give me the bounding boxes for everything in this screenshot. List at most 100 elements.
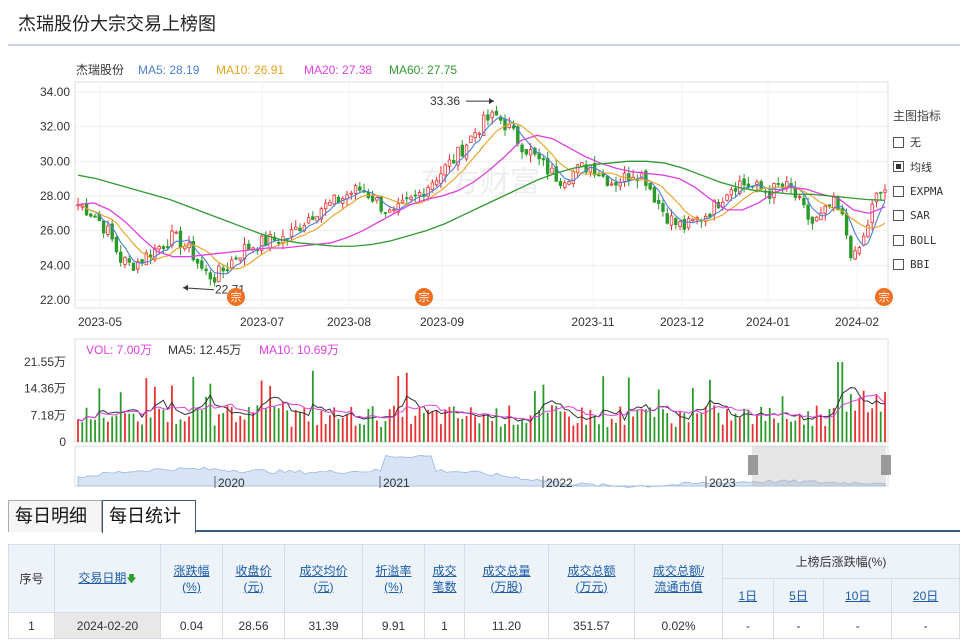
volume-bar [171,385,173,442]
header-volume-line2[interactable]: (万股) [490,579,523,594]
checkbox-none[interactable] [893,136,904,148]
sort-d1-link[interactable]: 1日 [738,588,758,603]
header-premium-line1[interactable]: 折溢率 [375,563,412,578]
volume-bar [884,391,886,442]
volume-bar [371,406,374,442]
header-change-line1[interactable]: 涨跌幅 [173,563,210,578]
header-volume[interactable]: 成交总量 (万股) [464,544,549,613]
tab-daily-stats[interactable]: 每日统计 [102,500,196,534]
checkbox-expma[interactable] [893,185,904,197]
candle-body [349,192,353,195]
header-close[interactable]: 收盘价 (元) [222,544,285,613]
sort-d10-link[interactable]: 10日 [845,588,871,603]
header-amount[interactable]: 成交总额 (万元) [548,544,635,613]
stock-chart[interactable]: 杰瑞股份 MA5: 28.19 MA10: 26.91 MA20: 27.38 MA60… [0,54,893,494]
header-d10[interactable]: 10日 [823,578,893,613]
volume-bar [713,405,716,442]
legend-ma60: MA60: 27.75 [389,63,457,77]
candle-body [481,114,486,136]
candle-body [114,236,119,253]
ma60-line [77,160,886,247]
header-premium[interactable]: 折溢率 (%) [362,544,425,613]
header-d5[interactable]: 5日 [772,578,825,613]
candle-body [883,189,887,193]
volume-bar [162,409,165,442]
tab-daily-detail[interactable]: 每日明细 [8,500,102,532]
volume-bar [615,422,617,442]
candle-body [447,159,452,167]
volume-bar [440,424,442,442]
navigator-x-tick: 2023 [709,476,736,490]
navigator-handle-right[interactable] [881,455,891,475]
candle-body [464,144,469,160]
indicator-sar[interactable]: SAR [893,204,963,229]
volume-series [77,362,886,442]
checkbox-ma[interactable] [893,161,904,173]
checkbox-boll[interactable] [893,234,904,246]
header-close-line2[interactable]: (元) [243,579,264,594]
header-ratio[interactable]: 成交总额/流通市值 [634,544,723,613]
volume-bar [282,402,284,442]
volume-bar [393,405,395,442]
sort-down-icon[interactable]: 🡇 [126,573,137,585]
header-volume-line1[interactable]: 成交总量 [482,563,531,578]
candle-body [541,158,546,161]
indicator-ma[interactable]: 均线 [893,155,963,180]
volume-bar [397,375,400,442]
candle-body [520,144,524,153]
header-close-line1[interactable]: 收盘价 [235,563,272,578]
header-d1[interactable]: 1日 [722,578,774,613]
header-count-line2[interactable]: 笔数 [432,579,457,594]
header-d20[interactable]: 20日 [891,578,960,613]
volume-bar [431,410,434,442]
checkbox-sar[interactable] [893,210,904,222]
volume-bar [563,411,566,442]
volume-bar [363,424,365,442]
candle-body [456,146,460,166]
candle-body [439,173,443,184]
cell-premium: 9.91 [362,612,425,639]
volume-bar [153,386,156,442]
navigator-x-tick: 2021 [383,476,410,490]
navigator-handle-left[interactable] [748,455,758,475]
candle-body [238,257,242,261]
volume-bar [188,416,190,442]
navigator-selection [752,446,886,486]
indicator-expma[interactable]: EXPMA [893,179,963,204]
volume-bar [320,410,323,442]
volume-bar [504,423,506,442]
header-avg-line1[interactable]: 成交均价 [299,563,348,578]
indicator-bbi[interactable]: BBI [893,253,963,278]
volume-bar [375,420,378,442]
volume-bar [512,424,515,442]
header-ratio-line2[interactable]: 流通市值 [654,579,703,594]
volume-bar [662,409,664,442]
volume-bar [119,392,122,442]
header-ratio-line1[interactable]: 成交总额/ [652,563,705,578]
candle-body [396,203,400,213]
header-premium-line2[interactable]: (%) [384,579,403,594]
sort-d20-link[interactable]: 20日 [912,588,939,603]
header-count-line1[interactable]: 成交 [432,563,457,578]
header-avg-line2[interactable]: (元) [313,579,334,594]
header-change-line2[interactable]: (%) [182,579,201,594]
candle-body [157,246,161,250]
indicator-boll[interactable]: BOLL [893,228,963,253]
checkbox-bbi[interactable] [893,259,904,271]
header-amount-line2[interactable]: (万元) [575,579,608,594]
candle-body [118,251,123,263]
candle-body [857,247,862,254]
header-change[interactable]: 涨跌幅 (%) [160,544,223,613]
volume-bar [482,413,485,442]
volume-bar [205,396,207,442]
price-x-tick: 2024-02 [835,315,879,329]
sort-d5-link[interactable]: 5日 [789,588,808,603]
indicator-none[interactable]: 无 [893,130,963,155]
header-count[interactable]: 成交 笔数 [424,544,465,613]
sort-date-link[interactable]: 交易日期 [78,570,127,585]
header-amount-line1[interactable]: 成交总额 [567,563,616,578]
candle-body [870,203,874,224]
cell-seq: 1 [8,612,55,639]
header-date[interactable]: 交易日期🡇 [54,544,161,613]
header-avg[interactable]: 成交均价 (元) [284,544,363,613]
